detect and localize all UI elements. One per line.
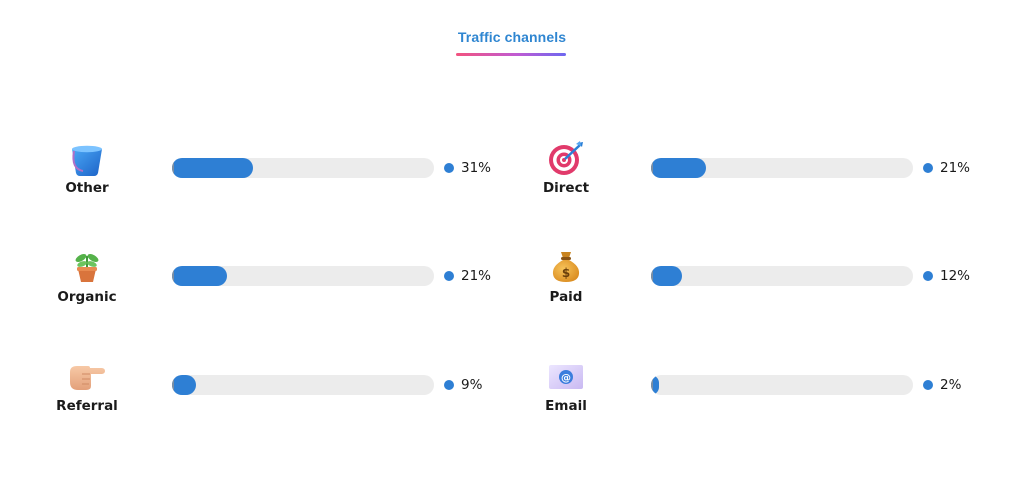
channel-label: Paid [549,289,583,305]
progress-bar [172,266,434,286]
progress-fill [651,266,682,286]
channel-label: Direct [542,180,590,196]
percent-value: 9% [461,377,483,393]
svg-text:@: @ [561,373,571,384]
channel-label: Email [545,398,587,414]
channel-label: Organic [57,289,117,305]
legend-dot [444,271,454,281]
legend-dot [444,163,454,173]
legend-dot [444,380,454,390]
progress-fill [651,375,659,395]
channel-label: Other [65,180,109,196]
target-icon [546,140,586,176]
percent-value: 12% [940,268,971,284]
percent-value: 21% [940,160,971,176]
percent-value: 31% [461,160,492,176]
legend-dot [923,271,933,281]
progress-bar [651,158,913,178]
percent-value: 21% [461,268,492,284]
svg-text:$: $ [562,266,570,280]
pointing-hand-icon [66,358,106,394]
email-icon: @ [546,358,586,394]
progress-fill [172,158,253,178]
progress-bar [651,266,913,286]
money-bag-icon: $ [546,248,586,284]
percent-value: 2% [940,377,962,393]
potted-plant-icon [67,248,107,284]
progress-bar [651,375,913,395]
progress-fill [172,375,196,395]
page-title: Traffic channels [457,29,567,45]
legend-dot [923,163,933,173]
bucket-icon [67,142,107,178]
legend-dot [923,380,933,390]
channel-label: Referral [56,398,118,414]
title-underline [456,53,566,56]
progress-bar [172,158,434,178]
progress-fill [651,158,706,178]
progress-bar [172,375,434,395]
progress-fill [172,266,227,286]
